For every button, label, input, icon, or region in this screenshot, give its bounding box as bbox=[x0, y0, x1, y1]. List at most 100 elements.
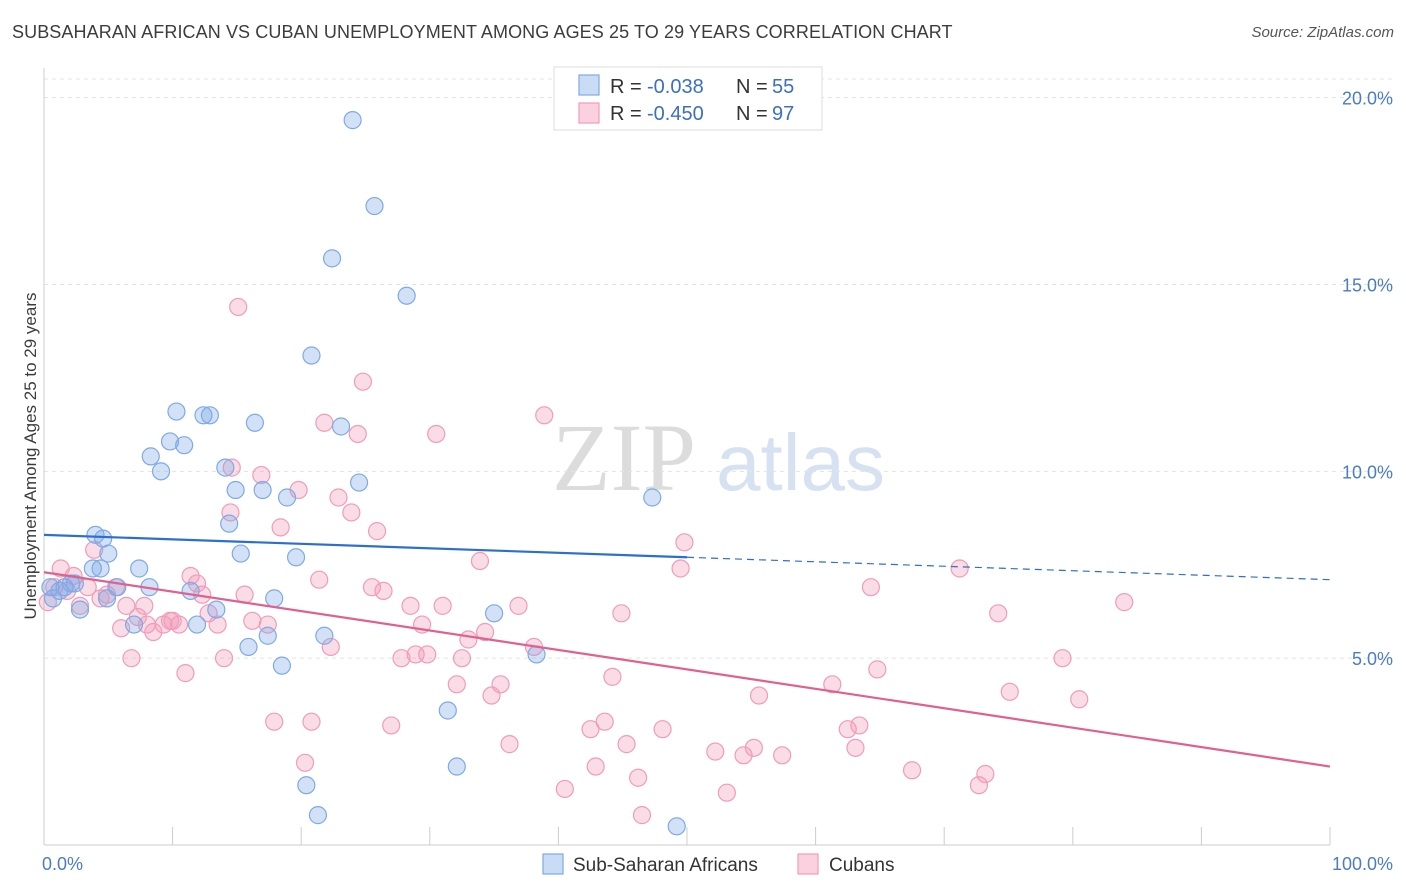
grid-lines bbox=[44, 78, 1394, 659]
cubans-point-62 bbox=[470, 551, 490, 571]
sub-saharan-point-12 bbox=[99, 544, 118, 563]
series-cubans-points bbox=[38, 297, 1134, 825]
cubans-point-102 bbox=[1115, 593, 1134, 612]
cubans-point-66 bbox=[500, 735, 519, 754]
cubans-point-69 bbox=[535, 406, 554, 425]
cubans-point-44 bbox=[329, 488, 348, 507]
cubans-point-86 bbox=[749, 686, 769, 705]
cubans-point-88 bbox=[823, 675, 842, 694]
cubans-point-65 bbox=[491, 675, 510, 694]
cubans-point-21 bbox=[169, 615, 189, 634]
sub-saharan-point-22 bbox=[181, 581, 200, 601]
cubans-point-93 bbox=[868, 660, 887, 679]
sub-saharan-point-42 bbox=[315, 626, 334, 645]
cubans-point-82 bbox=[706, 742, 725, 761]
x-tick-label-min: 0.0% bbox=[42, 854, 83, 874]
sub-saharan-point-31 bbox=[239, 637, 258, 657]
sub-saharan-point-11 bbox=[97, 589, 117, 608]
sub-saharan-point-15 bbox=[130, 559, 149, 578]
sub-saharan-point-46 bbox=[349, 473, 369, 492]
cubans-point-96 bbox=[969, 776, 989, 795]
cubans-point-46 bbox=[348, 424, 367, 444]
y-tick-label-5: 5.0% bbox=[1352, 649, 1393, 669]
sub-saharan-point-0 bbox=[41, 578, 60, 597]
sub-saharan-point-26 bbox=[207, 600, 226, 619]
bottom-legend-swatch-blue bbox=[542, 853, 564, 875]
sub-saharan-point-47 bbox=[365, 196, 384, 216]
cubans-point-99 bbox=[1000, 682, 1019, 701]
cubans-point-52 bbox=[392, 649, 411, 668]
sub-saharan-point-5 bbox=[65, 574, 84, 593]
cubans-point-43 bbox=[321, 637, 340, 657]
sub-saharan-point-24 bbox=[194, 406, 213, 425]
cubans-point-47 bbox=[353, 372, 373, 391]
cubans-point-95 bbox=[950, 559, 969, 578]
cubans-point-36 bbox=[265, 712, 284, 731]
sub-saharan-point-4 bbox=[61, 574, 81, 593]
legend-swatch-blue bbox=[578, 74, 600, 96]
cubans-point-100 bbox=[1053, 649, 1072, 668]
cubans-point-91 bbox=[850, 716, 869, 735]
sub-saharan-point-51 bbox=[485, 604, 504, 623]
cubans-point-12 bbox=[117, 596, 136, 615]
bottom-legend-swatch-pink bbox=[797, 853, 819, 875]
chart-title: SUBSAHARAN AFRICAN VS CUBAN UNEMPLOYMENT… bbox=[12, 22, 953, 42]
x-tick-label-max: 100.0% bbox=[1332, 854, 1393, 874]
cubans-point-34 bbox=[252, 465, 271, 485]
cubans-point-70 bbox=[555, 779, 574, 799]
y-tick-label-15: 15.0% bbox=[1342, 276, 1393, 296]
cubans-point-22 bbox=[176, 664, 195, 683]
cubans-point-41 bbox=[310, 570, 329, 589]
cubans-point-23 bbox=[181, 566, 200, 586]
cubans-point-63 bbox=[475, 622, 495, 642]
legend-r-label-blue: R = bbox=[610, 76, 642, 98]
sub-saharan-point-25 bbox=[200, 406, 219, 425]
sub-saharan-point-19 bbox=[160, 432, 180, 451]
cubans-point-71 bbox=[581, 720, 600, 739]
cubans-point-30 bbox=[222, 458, 241, 477]
trend-line-cubans bbox=[43, 571, 1331, 768]
sub-saharan-point-38 bbox=[286, 548, 306, 567]
cubans-point-85 bbox=[744, 738, 763, 757]
sub-saharan-point-45 bbox=[343, 111, 362, 130]
cubans-point-81 bbox=[675, 533, 694, 552]
correlation-legend: R = -0.038 N = 55 R = -0.450 N = 97 bbox=[553, 66, 823, 131]
cubans-point-17 bbox=[144, 622, 163, 642]
cubans-point-84 bbox=[734, 746, 753, 765]
cubans-point-57 bbox=[427, 424, 446, 444]
sub-saharan-point-32 bbox=[245, 413, 265, 432]
legend-r-value-pink: -0.450 bbox=[647, 103, 704, 125]
cubans-point-48 bbox=[362, 578, 382, 597]
sub-saharan-point-50 bbox=[447, 757, 466, 776]
cubans-point-58 bbox=[433, 596, 452, 615]
cubans-point-24 bbox=[187, 574, 207, 593]
cubans-point-74 bbox=[603, 667, 622, 686]
sub-saharan-point-1 bbox=[43, 589, 63, 608]
cubans-point-89 bbox=[838, 720, 857, 739]
sub-saharan-point-29 bbox=[226, 480, 245, 500]
sub-saharan-point-6 bbox=[70, 600, 90, 619]
cubans-point-92 bbox=[861, 578, 880, 597]
cubans-point-60 bbox=[452, 649, 472, 668]
legend-n-label-pink: N = bbox=[736, 103, 768, 125]
sub-saharan-point-7 bbox=[83, 559, 102, 578]
sub-saharan-point-49 bbox=[438, 701, 457, 720]
y-tick-label-20: 20.0% bbox=[1342, 89, 1393, 109]
legend-r-label-pink: R = bbox=[610, 103, 642, 125]
cubans-point-67 bbox=[509, 596, 528, 615]
sub-saharan-point-30 bbox=[231, 544, 250, 563]
sub-saharan-point-44 bbox=[331, 417, 351, 436]
watermark-zip: ZIP bbox=[552, 404, 696, 511]
sub-saharan-point-48 bbox=[397, 286, 416, 305]
trend-lines bbox=[43, 533, 1331, 768]
sub-saharan-point-20 bbox=[167, 402, 186, 421]
bottom-legend-label-pink: Cubans bbox=[829, 855, 895, 876]
sub-saharan-point-53 bbox=[643, 488, 662, 507]
cubans-point-76 bbox=[617, 735, 636, 754]
y-axis-title: Unemployment Among Ages 25 to 29 years bbox=[21, 293, 40, 620]
sub-saharan-point-41 bbox=[308, 806, 328, 825]
sub-saharan-point-9 bbox=[91, 559, 110, 578]
cubans-point-94 bbox=[902, 761, 922, 780]
cubans-point-40 bbox=[302, 712, 321, 731]
series-sub-saharan-points bbox=[41, 111, 686, 836]
